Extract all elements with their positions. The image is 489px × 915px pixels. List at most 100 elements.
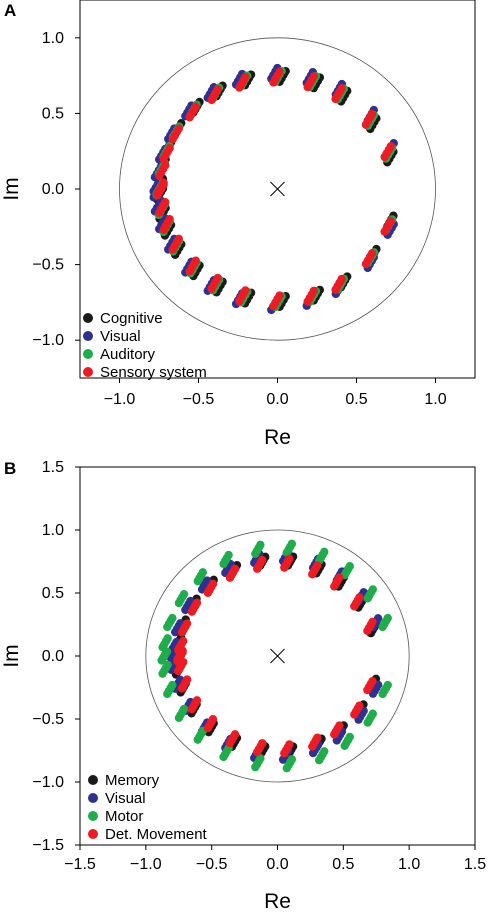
data-point [163, 634, 172, 643]
data-point [386, 142, 395, 151]
chart-panel-b: B −1.5 −1.0 −0.5 0.0 0.5 1.0 1.5 −1.5 −1.0 −0.5 0.0… [0, 459, 486, 913]
data-point [182, 619, 192, 628]
series-motor [157, 539, 392, 773]
series-sensory-system [153, 67, 395, 311]
data-point [163, 660, 172, 669]
x-axis-title: Re [264, 426, 291, 449]
x-tick-label: 0.0 [266, 391, 288, 408]
data-point [285, 554, 294, 563]
legend-marker [83, 313, 93, 323]
data-point [386, 216, 395, 226]
data-point [320, 747, 329, 756]
legend-marker [83, 349, 93, 359]
legend-label: Sensory system [100, 364, 207, 381]
data-point [275, 67, 284, 77]
legend-label: Visual [100, 328, 141, 345]
data-point [287, 539, 297, 549]
data-point [309, 286, 318, 296]
data-point [174, 234, 183, 244]
data-point [224, 550, 233, 560]
x-tick-label: 0.5 [345, 391, 367, 408]
data-points [149, 63, 398, 315]
legend-marker [88, 829, 98, 839]
legend-marker [88, 793, 98, 803]
data-point [313, 733, 322, 742]
data-point [162, 647, 172, 656]
panel-letter: B [4, 459, 16, 478]
data-point [368, 617, 377, 627]
data-point [313, 561, 322, 570]
data-point [182, 675, 192, 684]
data-point [285, 740, 294, 749]
legend-marker [88, 775, 98, 785]
data-point [345, 732, 354, 742]
x-tick-label: 0.0 [266, 856, 288, 873]
data-point [179, 636, 188, 646]
x-tick-label: −0.5 [183, 391, 215, 408]
y-tick-label: −1.0 [32, 332, 64, 349]
data-point [241, 286, 250, 295]
data-point [192, 598, 202, 608]
data-point [309, 72, 318, 81]
data-point [320, 547, 329, 557]
y-tick-label: −1.0 [32, 774, 64, 791]
data-point [337, 274, 346, 284]
unit-circle [145, 529, 410, 783]
data-point [383, 613, 392, 623]
data-point [198, 568, 208, 577]
data-point [191, 102, 200, 111]
data-point [355, 701, 364, 710]
legend-label: Det. Movement [105, 826, 208, 843]
y-tick-label: −0.5 [32, 711, 64, 728]
data-point [191, 256, 200, 265]
x-tick-label: −1.5 [64, 856, 96, 873]
x-tick-label: 0.5 [332, 856, 354, 873]
data-point [208, 715, 218, 724]
legend-marker [83, 367, 93, 377]
data-points [157, 539, 392, 773]
data-point [213, 273, 222, 283]
data-point [178, 646, 187, 655]
data-point [258, 739, 267, 748]
origin-x-marker [270, 648, 285, 664]
data-point [161, 161, 170, 170]
data-point [256, 540, 265, 550]
legend-label: Memory [105, 772, 160, 789]
y-tick-label: 0.5 [42, 585, 64, 602]
legend-label: Auditory [100, 346, 156, 363]
data-point [335, 573, 344, 582]
x-tick-label: −1.0 [130, 856, 162, 873]
data-point [367, 109, 377, 119]
x-tick-label: −0.5 [196, 856, 228, 873]
chart-panel-a: A −1.0 −0.5 0.0 0.5 1.0 −1.0 −0.5 0.0 0.5 1.0 Re Im C… [0, 0, 476, 449]
data-point [174, 124, 183, 133]
data-point [368, 585, 377, 594]
data-point [368, 709, 377, 718]
data-point [355, 593, 364, 602]
data-point [208, 579, 218, 589]
data-point [345, 562, 354, 571]
legend-label: Visual [105, 790, 146, 807]
panel-letter: A [4, 1, 16, 20]
legend-marker [88, 811, 98, 821]
legend-marker [83, 331, 93, 341]
x-tick-label: 1.5 [464, 856, 486, 873]
legend-label: Motor [105, 808, 143, 825]
data-point [230, 564, 240, 574]
series-det-movement [173, 554, 377, 758]
data-point [168, 680, 177, 690]
origin-x-marker [270, 181, 285, 197]
data-point [368, 676, 377, 686]
data-point [256, 754, 265, 763]
y-tick-label: 1.5 [42, 459, 64, 476]
data-point [258, 555, 267, 565]
data-point [168, 613, 177, 623]
x-tick-label: 1.0 [398, 856, 420, 873]
y-tick-label: −0.5 [32, 257, 64, 274]
data-point [275, 291, 284, 300]
y-tick-label: 0.0 [42, 181, 64, 198]
data-point [179, 704, 189, 714]
